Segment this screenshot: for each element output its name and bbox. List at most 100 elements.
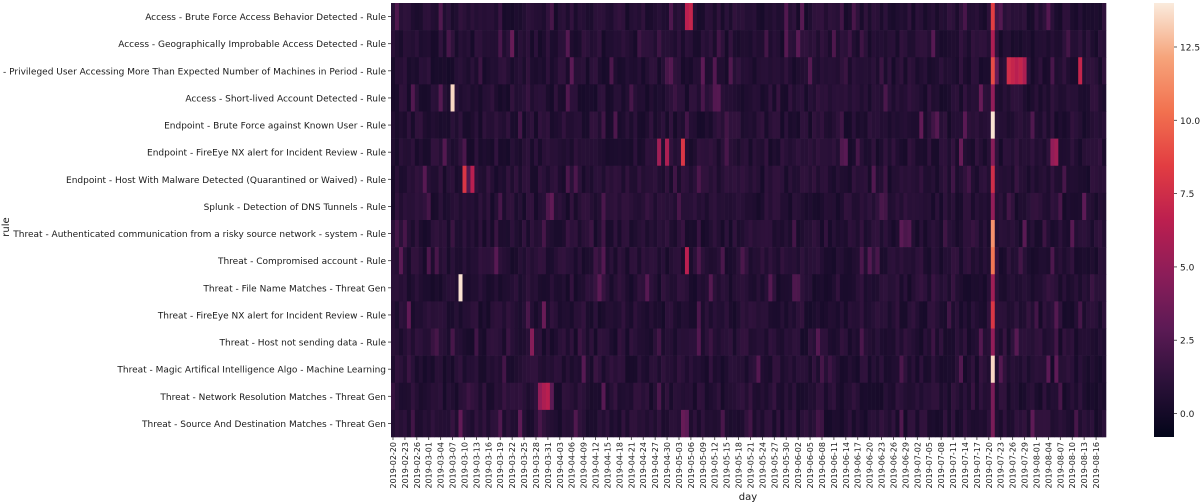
heatmap-cell [514, 111, 519, 139]
row-label: Access - Privileged User Accessing More … [0, 67, 386, 77]
heatmap-cell [756, 3, 761, 31]
heatmap-cell [522, 30, 527, 58]
heatmap-cell [680, 192, 686, 221]
heatmap-cell [740, 57, 745, 85]
heatmap-cell [1090, 192, 1095, 221]
heatmap-cell [907, 328, 912, 356]
heatmap-cell [728, 57, 733, 85]
heatmap-cell [716, 165, 721, 194]
heatmap-cell [478, 138, 483, 167]
heatmap-cell [482, 57, 487, 85]
heatmap-cell [573, 328, 578, 356]
heatmap-cell [677, 84, 682, 112]
heatmap-cell [613, 328, 618, 356]
heatmap-cell [1014, 192, 1019, 221]
heatmap-cell [994, 355, 1000, 384]
heatmap-cell [692, 165, 698, 194]
heatmap-cell [458, 111, 463, 139]
heatmap-cell [796, 165, 801, 194]
heatmap-cell [430, 328, 435, 356]
heatmap-cell [863, 192, 868, 221]
heatmap-cell [410, 3, 416, 31]
heatmap-cell [768, 301, 773, 329]
heatmap-cell [518, 165, 523, 194]
heatmap-cell [637, 301, 642, 329]
heatmap-cell [982, 57, 988, 85]
heatmap-cell [450, 57, 455, 85]
heatmap-cell [724, 274, 729, 302]
heatmap-cell [891, 247, 896, 275]
heatmap-cell [442, 301, 447, 329]
heatmap-cell [760, 328, 765, 356]
heatmap-cell [569, 274, 575, 302]
heatmap-cell [1018, 220, 1023, 248]
heatmap-cell [823, 328, 829, 356]
heatmap-cell [700, 247, 706, 275]
heatmap-cell [673, 355, 678, 384]
heatmap-cell [732, 84, 737, 112]
x-tick-label: 2019-05-12 [711, 442, 720, 489]
heatmap-cell [478, 84, 483, 112]
heatmap-cell [609, 301, 614, 329]
heatmap-cell [796, 111, 801, 139]
heatmap-cell [927, 301, 932, 329]
heatmap-cell [923, 111, 928, 139]
heatmap-cell [609, 57, 614, 85]
heatmap-cell [1006, 247, 1011, 275]
heatmap-cell [978, 328, 984, 356]
heatmap-cell [883, 111, 888, 139]
heatmap-cell [422, 409, 428, 438]
heatmap-cell [1002, 301, 1007, 329]
heatmap-cell [569, 138, 575, 167]
heatmap-cell [887, 192, 892, 221]
heatmap-cell [708, 165, 714, 194]
heatmap-cell [827, 409, 833, 438]
heatmap-cell [394, 220, 400, 248]
heatmap-cell [398, 192, 404, 221]
heatmap-cell [665, 328, 670, 356]
heatmap-cell [565, 192, 571, 221]
heatmap-cell [1022, 192, 1027, 221]
heatmap-cell [780, 138, 785, 167]
heatmap-cell [669, 301, 674, 329]
heatmap-cell [398, 165, 404, 194]
heatmap-cell [1030, 165, 1035, 194]
heatmap-cell [895, 111, 900, 139]
heatmap-cell [839, 409, 845, 438]
heatmap-cell [581, 3, 586, 31]
heatmap-cell [438, 3, 443, 31]
heatmap-cell [963, 355, 968, 384]
heatmap-cell [804, 192, 809, 221]
heatmap-cell [605, 84, 610, 112]
heatmap-cell [1058, 3, 1063, 31]
heatmap-cell [931, 111, 936, 139]
heatmap-cell [959, 274, 964, 302]
heatmap-cell [688, 138, 694, 167]
heatmap-cell [728, 247, 733, 275]
heatmap-cell [1014, 3, 1019, 31]
heatmap-cell [657, 111, 662, 139]
heatmap-cell [1074, 382, 1079, 411]
heatmap-cell [696, 57, 702, 85]
heatmap-cell [561, 301, 567, 329]
heatmap-cell [1038, 247, 1043, 275]
heatmap-cell [692, 355, 698, 384]
heatmap-cell [704, 247, 710, 275]
heatmap-cell [812, 355, 817, 384]
heatmap-cell [816, 111, 821, 139]
heatmap-cell [820, 328, 825, 356]
heatmap-cell [486, 111, 491, 139]
heatmap-cell [986, 274, 992, 302]
heatmap-cell [1098, 328, 1103, 356]
heatmap-cell [593, 328, 598, 356]
heatmap-cell [776, 165, 781, 194]
heatmap-cell [673, 220, 678, 248]
heatmap-cell [970, 138, 976, 167]
heatmap-cell [955, 30, 960, 58]
heatmap-cell [593, 301, 598, 329]
heatmap-cell [863, 301, 868, 329]
heatmap-cell [859, 247, 864, 275]
row-label: Access - Short-lived Account Detected - … [185, 94, 386, 104]
heatmap-cell [935, 328, 940, 356]
heatmap-cell [605, 111, 610, 139]
